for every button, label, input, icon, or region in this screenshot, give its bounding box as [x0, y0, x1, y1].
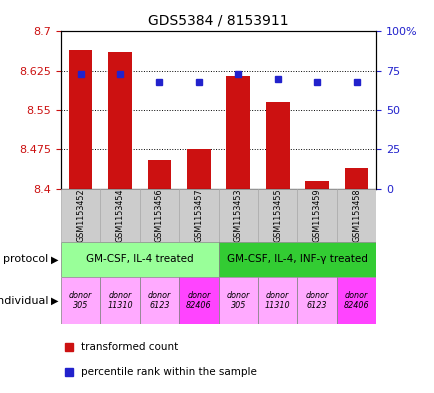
Bar [218, 242, 375, 277]
Text: donor
82406: donor 82406 [343, 291, 368, 310]
Text: GSM1153456: GSM1153456 [155, 188, 164, 242]
Bar [297, 277, 336, 324]
Bar [297, 189, 336, 242]
Text: transformed count: transformed count [81, 342, 178, 352]
Bar [179, 277, 218, 324]
Text: donor
6123: donor 6123 [305, 291, 328, 310]
Bar [187, 149, 210, 189]
Text: percentile rank within the sample: percentile rank within the sample [81, 367, 256, 377]
Title: GDS5384 / 8153911: GDS5384 / 8153911 [148, 13, 288, 28]
Text: GSM1153458: GSM1153458 [351, 188, 360, 242]
Text: donor
11310: donor 11310 [264, 291, 290, 310]
Bar [257, 277, 297, 324]
Bar [61, 277, 100, 324]
Bar [226, 76, 250, 189]
Text: GM-CSF, IL-4 treated: GM-CSF, IL-4 treated [86, 254, 193, 264]
Text: donor
6123: donor 6123 [148, 291, 171, 310]
Bar [218, 277, 257, 324]
Text: GSM1153454: GSM1153454 [115, 188, 124, 242]
Bar [69, 50, 92, 189]
Bar [61, 189, 100, 242]
Text: ▶: ▶ [51, 296, 59, 306]
Text: donor
305: donor 305 [226, 291, 250, 310]
Bar [108, 52, 132, 189]
Bar [344, 168, 368, 189]
Text: GSM1153455: GSM1153455 [273, 188, 282, 242]
Bar [147, 160, 171, 189]
Text: GSM1153459: GSM1153459 [312, 188, 321, 242]
Text: GSM1153453: GSM1153453 [233, 188, 242, 242]
Bar [265, 102, 289, 189]
Text: GSM1153452: GSM1153452 [76, 188, 85, 242]
Bar [336, 277, 375, 324]
Bar [179, 189, 218, 242]
Text: protocol: protocol [3, 254, 52, 264]
Bar [336, 189, 375, 242]
Text: donor
11310: donor 11310 [107, 291, 132, 310]
Bar [257, 189, 297, 242]
Bar [139, 189, 179, 242]
Bar [61, 242, 218, 277]
Bar [100, 189, 139, 242]
Bar [100, 277, 139, 324]
Bar [218, 189, 257, 242]
Text: individual: individual [0, 296, 52, 306]
Bar [305, 181, 328, 189]
Text: donor
82406: donor 82406 [186, 291, 211, 310]
Text: ▶: ▶ [51, 254, 59, 264]
Text: GSM1153457: GSM1153457 [194, 188, 203, 242]
Text: GM-CSF, IL-4, INF-γ treated: GM-CSF, IL-4, INF-γ treated [227, 254, 367, 264]
Text: donor
305: donor 305 [69, 291, 92, 310]
Bar [139, 277, 179, 324]
